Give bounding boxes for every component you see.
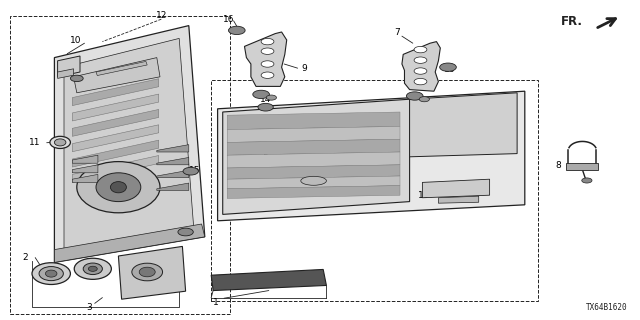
Circle shape <box>228 26 245 35</box>
Polygon shape <box>54 224 205 262</box>
Ellipse shape <box>132 263 163 281</box>
Polygon shape <box>157 157 189 165</box>
Text: 7: 7 <box>394 28 399 37</box>
Ellipse shape <box>77 162 160 213</box>
Circle shape <box>266 95 276 100</box>
Polygon shape <box>227 152 400 168</box>
Polygon shape <box>157 183 189 190</box>
Circle shape <box>414 78 427 85</box>
Polygon shape <box>157 170 189 178</box>
Circle shape <box>414 57 427 63</box>
Circle shape <box>261 38 274 45</box>
Ellipse shape <box>83 263 102 275</box>
Text: 14: 14 <box>380 118 391 127</box>
Polygon shape <box>227 165 400 179</box>
Polygon shape <box>227 186 400 198</box>
Polygon shape <box>157 145 189 152</box>
Polygon shape <box>74 58 160 93</box>
Circle shape <box>414 46 427 53</box>
Polygon shape <box>96 61 147 76</box>
Text: 2: 2 <box>23 253 28 262</box>
Polygon shape <box>227 126 400 142</box>
Text: 1: 1 <box>214 298 219 307</box>
Polygon shape <box>72 140 159 167</box>
Text: 11: 11 <box>29 138 41 147</box>
Polygon shape <box>72 109 159 136</box>
Text: 4: 4 <box>97 266 102 275</box>
Ellipse shape <box>45 270 57 277</box>
Text: 9: 9 <box>302 64 307 73</box>
Ellipse shape <box>54 139 66 146</box>
Ellipse shape <box>32 263 70 284</box>
Ellipse shape <box>301 176 326 185</box>
Text: 16: 16 <box>444 65 455 74</box>
Polygon shape <box>410 93 517 157</box>
Circle shape <box>419 97 429 102</box>
Text: 12: 12 <box>156 11 167 20</box>
Polygon shape <box>72 155 98 163</box>
Circle shape <box>261 48 274 54</box>
Circle shape <box>582 178 592 183</box>
Text: 14: 14 <box>260 95 271 104</box>
Polygon shape <box>218 91 525 221</box>
Ellipse shape <box>88 266 97 271</box>
Polygon shape <box>72 156 159 182</box>
Polygon shape <box>438 196 479 203</box>
Polygon shape <box>72 94 159 121</box>
Text: 8: 8 <box>556 161 561 170</box>
Text: 10: 10 <box>70 36 81 45</box>
Polygon shape <box>227 139 400 155</box>
Polygon shape <box>244 32 287 86</box>
Circle shape <box>70 75 83 82</box>
Text: TX64B1620: TX64B1620 <box>586 303 627 312</box>
Polygon shape <box>72 165 98 173</box>
Ellipse shape <box>96 173 141 202</box>
Text: 5: 5 <box>263 154 268 163</box>
Text: 6: 6 <box>97 79 102 88</box>
Text: 13: 13 <box>418 191 429 200</box>
Circle shape <box>258 103 273 111</box>
Polygon shape <box>227 176 400 189</box>
Polygon shape <box>422 179 490 198</box>
Polygon shape <box>223 99 410 214</box>
Circle shape <box>261 61 274 67</box>
Polygon shape <box>72 79 159 106</box>
Circle shape <box>414 68 427 74</box>
Text: S: S <box>453 183 458 192</box>
Text: 15: 15 <box>189 166 201 175</box>
Polygon shape <box>72 174 98 182</box>
Circle shape <box>253 90 269 99</box>
Polygon shape <box>72 125 159 152</box>
Polygon shape <box>402 42 440 91</box>
Ellipse shape <box>140 267 156 277</box>
Text: FR.: FR. <box>561 15 582 28</box>
Polygon shape <box>227 112 400 130</box>
Text: 6: 6 <box>180 231 185 240</box>
Text: 3: 3 <box>87 303 92 312</box>
Ellipse shape <box>74 258 111 279</box>
Circle shape <box>261 72 274 78</box>
Ellipse shape <box>39 267 63 281</box>
Circle shape <box>406 92 423 100</box>
Polygon shape <box>58 56 80 77</box>
Circle shape <box>178 228 193 236</box>
Ellipse shape <box>50 136 70 148</box>
Polygon shape <box>118 246 186 299</box>
Polygon shape <box>566 163 598 170</box>
Polygon shape <box>58 69 74 78</box>
Circle shape <box>183 167 198 175</box>
Polygon shape <box>211 269 326 291</box>
Ellipse shape <box>110 182 127 193</box>
Circle shape <box>440 63 456 71</box>
Text: 16: 16 <box>223 15 235 24</box>
Polygon shape <box>54 26 205 262</box>
Polygon shape <box>64 38 194 253</box>
